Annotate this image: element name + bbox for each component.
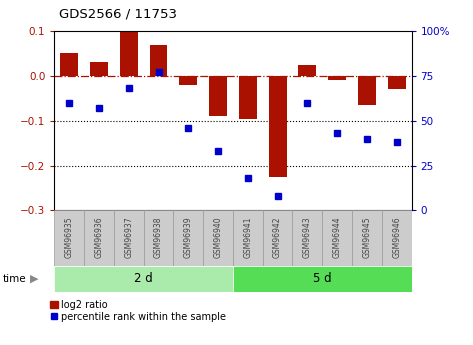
Text: GDS2566 / 11753: GDS2566 / 11753 (59, 8, 177, 21)
Bar (149, 45, 167, 76)
Bar (61, 53, 78, 76)
Text: GSM96944: GSM96944 (333, 216, 342, 258)
Legend: log2 ratio, percentile rank within the sample: log2 ratio, percentile rank within the s… (50, 300, 227, 322)
Bar (292, 210, 322, 266)
Bar (179, 76, 197, 85)
Text: GSM96937: GSM96937 (124, 216, 133, 258)
Bar (298, 65, 316, 76)
Bar (269, 76, 287, 177)
Text: GSM96941: GSM96941 (243, 216, 252, 258)
Bar (54, 210, 84, 266)
Bar (322, 210, 352, 266)
Text: 5 d: 5 d (313, 272, 332, 285)
Bar (120, 32, 138, 76)
Bar (114, 210, 144, 266)
Text: GSM96936: GSM96936 (95, 216, 104, 258)
Bar (84, 210, 114, 266)
Text: GSM96942: GSM96942 (273, 216, 282, 258)
Bar (233, 210, 263, 266)
Bar (209, 76, 227, 116)
Bar (352, 210, 382, 266)
Bar (263, 210, 292, 266)
Bar (90, 62, 108, 76)
Bar (328, 76, 346, 80)
Text: GSM96935: GSM96935 (65, 216, 74, 258)
Text: GSM96938: GSM96938 (154, 216, 163, 258)
Bar (203, 210, 233, 266)
Bar (174, 210, 203, 266)
Bar (382, 210, 412, 266)
Text: time: time (2, 274, 26, 284)
Text: ▶: ▶ (30, 274, 38, 284)
Bar (239, 76, 257, 118)
Text: 2 d: 2 d (134, 272, 153, 285)
Text: GSM96939: GSM96939 (184, 216, 193, 258)
Text: GSM96943: GSM96943 (303, 216, 312, 258)
Bar (388, 76, 405, 89)
Bar (54, 266, 233, 292)
Text: GSM96945: GSM96945 (362, 216, 371, 258)
Bar (233, 266, 412, 292)
Text: GSM96940: GSM96940 (214, 216, 223, 258)
Bar (144, 210, 174, 266)
Text: GSM96946: GSM96946 (392, 216, 401, 258)
Bar (358, 76, 376, 105)
